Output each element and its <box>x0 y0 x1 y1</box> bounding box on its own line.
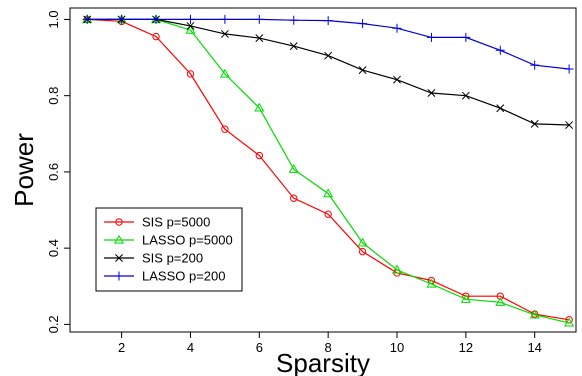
data-point <box>289 15 299 25</box>
data-point <box>358 19 368 29</box>
series-line <box>87 18 570 321</box>
data-point <box>114 271 124 281</box>
series-lasso-p-200 <box>82 14 574 74</box>
data-point <box>323 188 334 198</box>
data-point <box>151 14 161 24</box>
data-point <box>290 194 298 202</box>
data-point <box>358 247 367 256</box>
y-tick-label: 1.0 <box>46 10 61 28</box>
y-tick-label: 0.4 <box>46 239 61 257</box>
series-lasso-p-5000 <box>82 14 575 327</box>
data-point <box>461 91 470 100</box>
data-point <box>530 119 539 128</box>
series-layer <box>82 14 575 327</box>
x-tick-label: 12 <box>459 340 473 355</box>
legend-label: SIS p=200 <box>142 251 203 266</box>
data-point <box>461 32 471 42</box>
legend-label: LASSO p=200 <box>142 269 225 284</box>
data-point <box>152 32 160 41</box>
data-point <box>565 121 574 129</box>
data-point <box>221 125 229 133</box>
data-point <box>186 21 195 30</box>
data-point <box>82 14 92 24</box>
data-point <box>564 317 575 327</box>
x-tick-label: 2 <box>118 340 125 355</box>
data-point <box>185 14 195 24</box>
legend-entry: LASSO p=5000 <box>104 233 233 248</box>
data-point <box>495 297 506 306</box>
y-tick-label: 0.2 <box>46 315 61 333</box>
data-point <box>323 16 333 26</box>
legend-label: LASSO p=5000 <box>142 233 233 248</box>
data-point <box>564 64 574 74</box>
data-point <box>219 68 230 78</box>
series-sis-p-200 <box>83 15 574 129</box>
data-point <box>117 14 127 24</box>
x-axis-title: Sparsity <box>276 348 370 376</box>
legend-entry: SIS p=200 <box>104 251 203 266</box>
data-point <box>289 42 298 51</box>
y-tick-label: 0.6 <box>46 163 61 181</box>
x-tick-label: 10 <box>390 340 404 355</box>
data-point <box>220 14 230 24</box>
series-line <box>87 18 570 324</box>
data-point <box>186 70 195 78</box>
data-point <box>496 104 505 113</box>
data-point <box>254 14 264 24</box>
data-point <box>495 45 505 55</box>
data-point <box>565 316 573 324</box>
legend-entry: LASSO p=200 <box>104 269 225 284</box>
data-point <box>460 294 471 303</box>
data-point <box>391 264 403 274</box>
data-point <box>530 60 540 70</box>
data-point <box>392 23 402 33</box>
data-point <box>324 210 332 218</box>
x-tick-label: 8 <box>325 340 332 355</box>
data-point <box>288 164 299 173</box>
data-point <box>324 51 333 60</box>
data-point <box>427 89 436 97</box>
y-tick-label: 0.8 <box>46 87 61 105</box>
data-point <box>358 66 367 75</box>
data-point <box>254 102 265 112</box>
data-point <box>255 34 264 43</box>
data-point <box>357 237 368 247</box>
x-tick-label: 6 <box>256 340 263 355</box>
y-axis-title: Power <box>9 133 39 207</box>
data-point <box>255 151 264 160</box>
data-point <box>185 24 196 34</box>
data-point <box>496 292 504 300</box>
data-point <box>115 254 123 262</box>
x-tick-label: 4 <box>187 340 194 355</box>
data-point <box>220 29 229 38</box>
legend: SIS p=5000 LASSO p=5000 SIS p=200 LASSO p=2… <box>95 207 243 292</box>
series-line <box>87 18 570 70</box>
legend-label: SIS p=5000 <box>142 215 210 230</box>
x-tick-label: 14 <box>527 340 541 355</box>
x-axis: 2 4 6 8 10 12 14 <box>118 332 542 355</box>
legend-entry: SIS p=5000 <box>104 215 210 230</box>
data-point <box>426 32 436 42</box>
plot-frame <box>69 7 577 333</box>
data-point <box>529 309 540 319</box>
data-point <box>393 75 401 84</box>
y-axis: 0.2 0.4 0.6 0.8 1.0 <box>46 10 70 333</box>
data-point <box>115 218 123 226</box>
data-point <box>113 234 125 244</box>
data-point <box>426 278 437 288</box>
